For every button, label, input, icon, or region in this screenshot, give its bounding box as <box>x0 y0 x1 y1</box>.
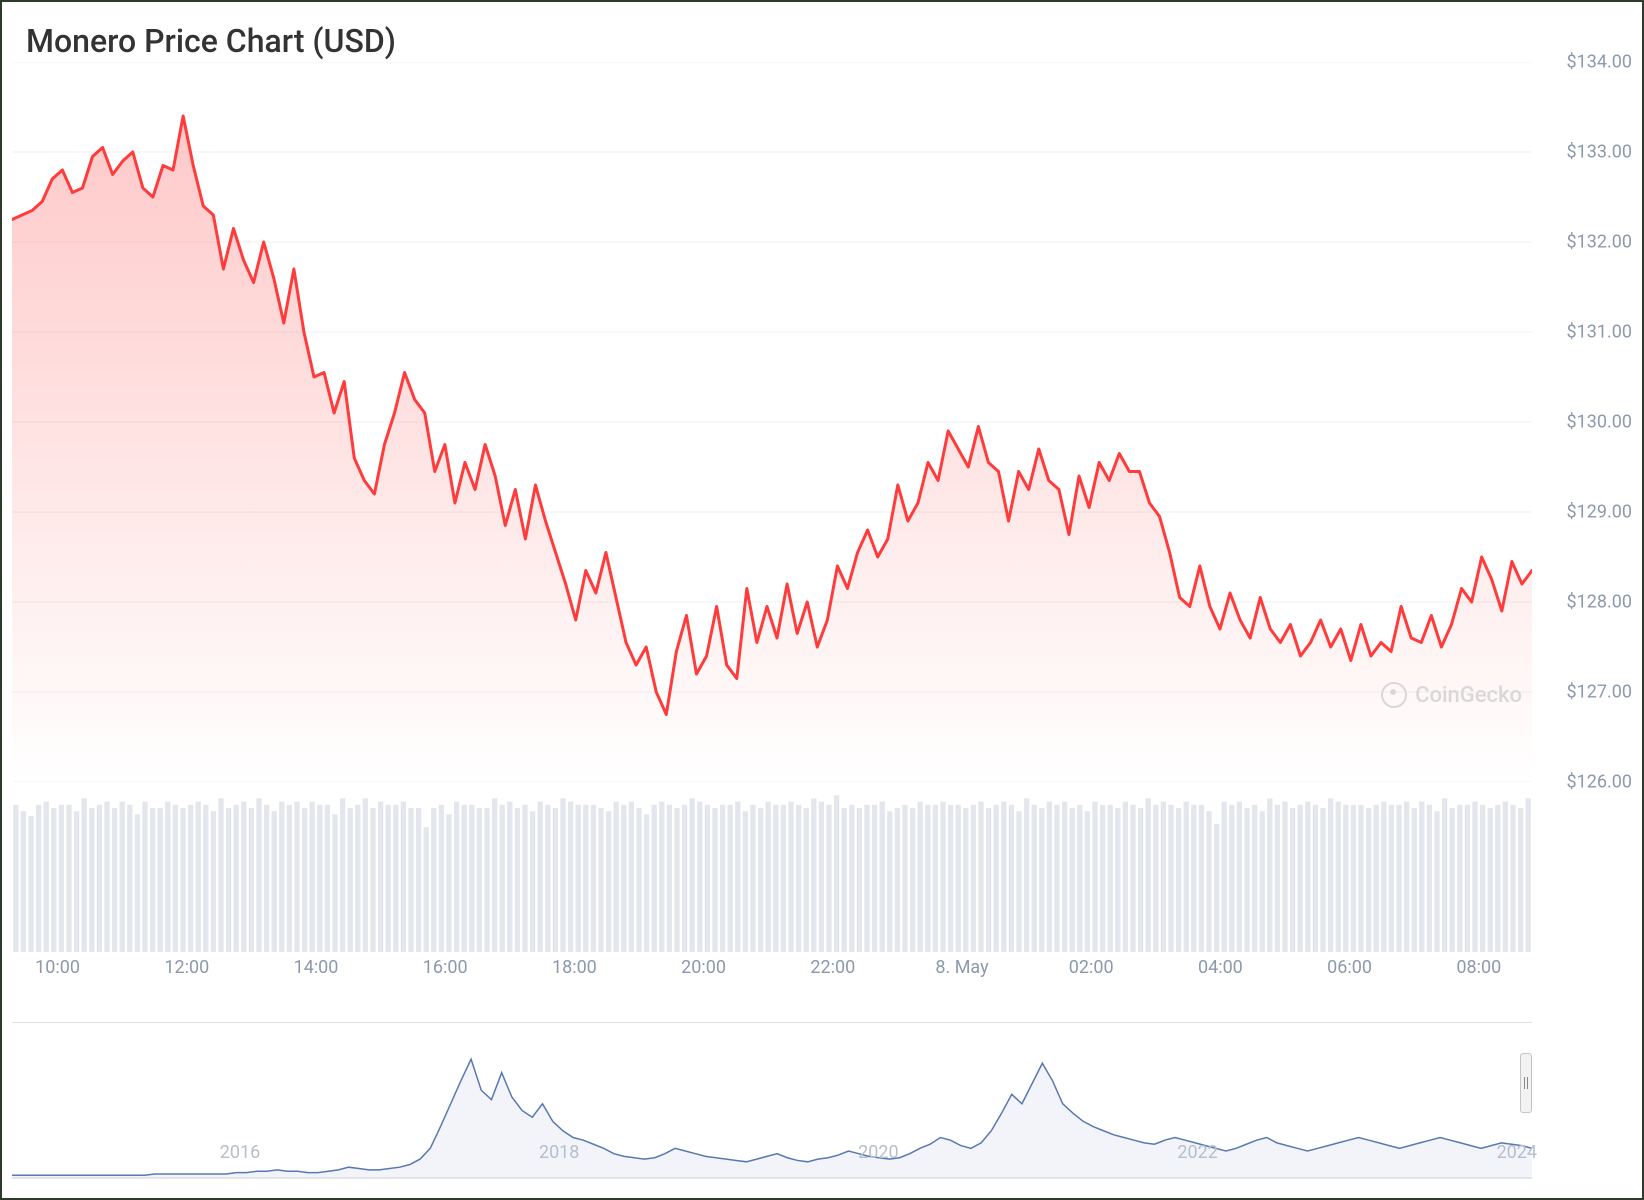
navigator-tick-label: 2024 <box>1497 1142 1537 1163</box>
y-axis: $126.00$127.00$128.00$129.00$130.00$131.… <box>1532 62 1632 782</box>
y-axis-tick-label: $133.00 <box>1567 142 1632 163</box>
x-axis-tick-label: 04:00 <box>1198 957 1243 978</box>
x-axis-tick-label: 08:00 <box>1456 957 1501 978</box>
chart-container: Monero Price Chart (USD) $126.00 $127.00 $… <box>0 0 1644 1200</box>
x-axis-tick-label: 14:00 <box>294 957 339 978</box>
navigator-tick-label: 2018 <box>539 1142 579 1163</box>
y-axis-tick-label: $132.00 <box>1567 232 1632 253</box>
x-axis: 10:00 12:00 14:00 16:00 18:00 20:00 22:00 8. Ma… <box>12 957 1532 987</box>
coingecko-icon <box>1381 682 1407 708</box>
x-axis-tick-label: 22:00 <box>810 957 855 978</box>
price-chart-svg <box>12 62 1532 782</box>
x-axis-tick-label: 16:00 <box>423 957 468 978</box>
y-axis-tick-label: $134.00 <box>1567 52 1632 73</box>
y-axis-tick-label: $127.00 <box>1567 682 1632 703</box>
navigator-handle-right[interactable] <box>1520 1053 1532 1113</box>
x-axis-tick-label: 02:00 <box>1069 957 1114 978</box>
y-axis-tick-label: $129.00 <box>1567 502 1632 523</box>
navigator-tick-label: 2022 <box>1177 1142 1217 1163</box>
x-axis-tick-label: 20:00 <box>681 957 726 978</box>
y-axis-tick-label: $131.00 <box>1567 322 1632 343</box>
x-axis-tick-label: 8. May <box>935 957 988 978</box>
chart-title: Monero Price Chart (USD) <box>26 22 396 60</box>
watermark-text: CoinGecko <box>1415 683 1522 708</box>
x-axis-tick-label: 18:00 <box>552 957 597 978</box>
y-axis-tick-label: $126.00 <box>1567 772 1632 793</box>
volume-chart[interactable] <box>12 792 1532 952</box>
navigator-x-axis: 20162018202020222024 <box>12 1142 1532 1172</box>
y-axis-tick-label: $128.00 <box>1567 592 1632 613</box>
y-axis-tick-label: $130.00 <box>1567 412 1632 433</box>
x-axis-tick-label: 06:00 <box>1327 957 1372 978</box>
x-axis-tick-label: 10:00 <box>35 957 80 978</box>
navigator-tick-label: 2016 <box>220 1142 260 1163</box>
watermark: CoinGecko <box>1381 682 1522 708</box>
navigator-tick-label: 2020 <box>858 1142 898 1163</box>
x-axis-tick-label: 12:00 <box>164 957 209 978</box>
volume-chart-svg <box>12 792 1532 952</box>
price-chart[interactable] <box>12 62 1532 782</box>
